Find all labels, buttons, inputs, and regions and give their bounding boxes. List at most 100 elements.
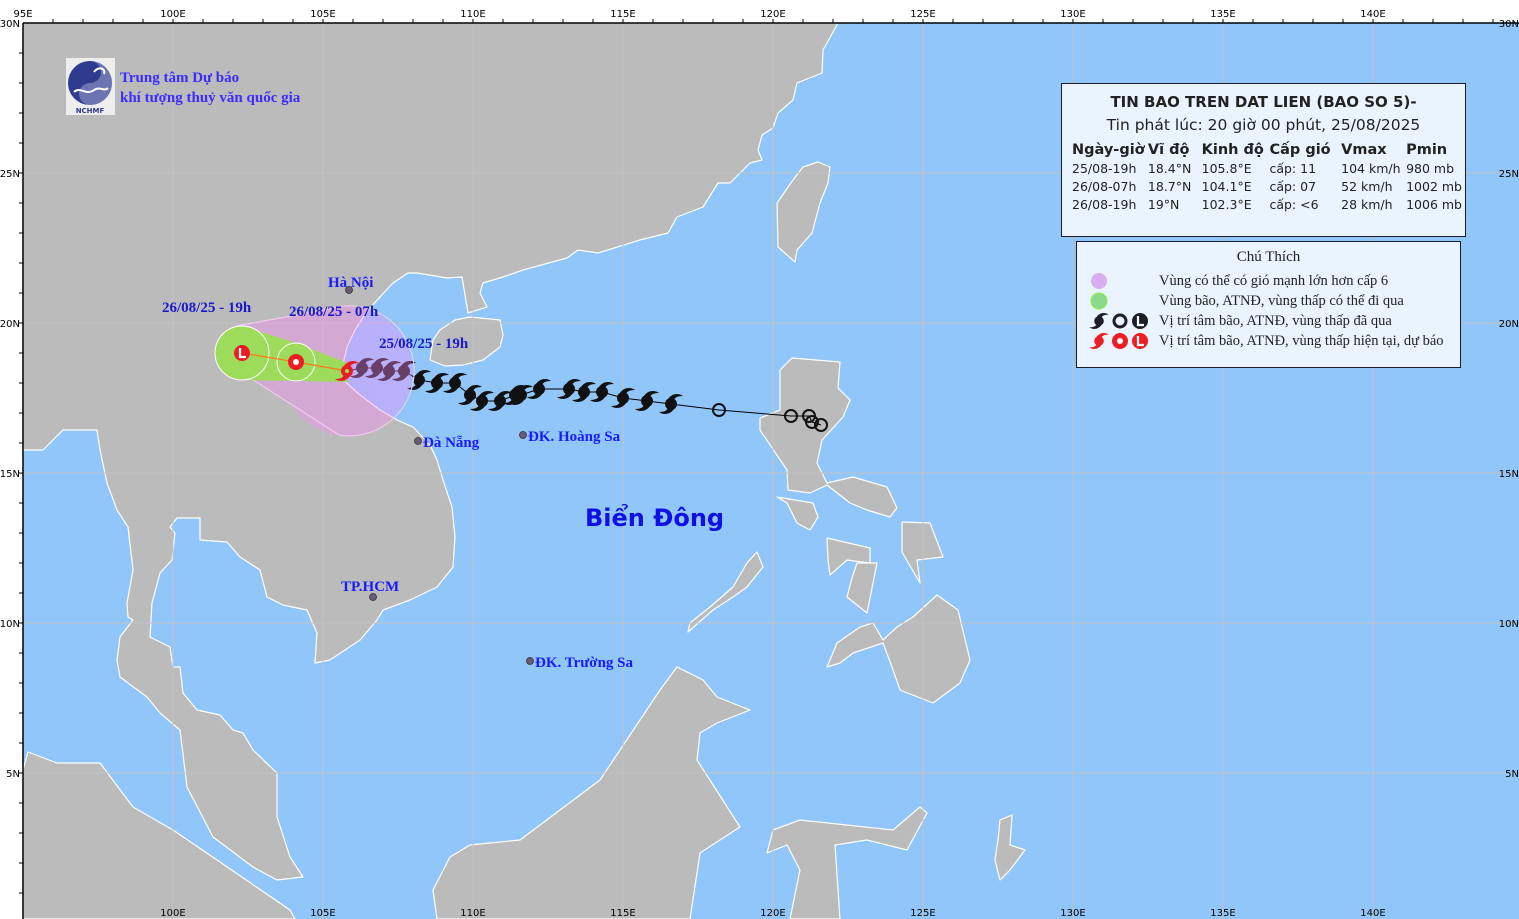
place-hcm: TP.HCM bbox=[341, 579, 399, 601]
lat-label-left: 25N bbox=[0, 169, 20, 180]
legend-item-cone: Vùng có thể có gió mạnh lớn hơn cấp 6 bbox=[1089, 271, 1388, 291]
lat-label-right: 20N bbox=[1499, 319, 1519, 330]
storm-info-box: TIN BAO TREN DAT LIEN (BAO SO 5)- Tin ph… bbox=[1061, 83, 1466, 237]
lat-label-left: 30N bbox=[0, 19, 20, 30]
lon-label-bottom: 105E bbox=[310, 908, 335, 919]
cell: cấp: <6 bbox=[1269, 197, 1319, 212]
land-palawan bbox=[687, 551, 764, 633]
cone-outline bbox=[235, 305, 415, 437]
header-lat: Vĩ độ bbox=[1147, 142, 1190, 158]
lon-label-top: 135E bbox=[1210, 9, 1235, 20]
cell: cấp: 11 bbox=[1269, 161, 1317, 176]
time-label-current: 25/08/25 - 19h bbox=[379, 336, 469, 352]
forecast-table: Ngày-giờ Vĩ độ Kinh độ Cấp gió Vmax Pmin… bbox=[1072, 142, 1465, 215]
forecast-symbols-icon bbox=[1089, 333, 1148, 349]
lon-label-top: 140E bbox=[1360, 9, 1385, 20]
land-borneo bbox=[432, 666, 751, 919]
lon-label-bottom: 110E bbox=[460, 908, 485, 919]
lon-label-top: 115E bbox=[610, 9, 635, 20]
typhoon-icon bbox=[1089, 333, 1109, 349]
past-depression-marker bbox=[712, 403, 726, 417]
table-row: 26/08-19h 19°N 102.3°E cấp: <6 28 km/h 1006 m… bbox=[1072, 197, 1465, 215]
past-depression-marker bbox=[805, 415, 819, 429]
place-label: ĐK. Trường Sa bbox=[535, 655, 634, 671]
legend-item-storm-area: Vùng bão, ATNĐ, vùng thấp có thể đi qua bbox=[1089, 291, 1404, 311]
info-issued-time: Tin phát lúc: 20 giờ 00 phút, 25/08/2025 bbox=[1106, 116, 1421, 134]
lat-label-left: 10N bbox=[0, 619, 20, 630]
lon-label-top: 130E bbox=[1060, 9, 1085, 20]
cell: 25/08-19h bbox=[1072, 161, 1137, 176]
legend-label: Vùng bão, ATNĐ, vùng thấp có thể đi qua bbox=[1159, 292, 1404, 309]
header-lon: Kinh độ bbox=[1201, 142, 1264, 158]
land-hainan bbox=[429, 316, 504, 367]
lat-label-right: 10N bbox=[1499, 619, 1519, 630]
time-label-f12: 26/08/25 - 07h bbox=[289, 304, 379, 320]
table-row: 26/08-07h 18.7°N 104.1°E cấp: 07 52 km/h 1002… bbox=[1072, 179, 1465, 197]
low-icon bbox=[1132, 313, 1148, 329]
place-label: TP.HCM bbox=[341, 579, 399, 595]
place-truongsa: ĐK. Trường Sa bbox=[526, 655, 634, 671]
lon-label-bottom: 130E bbox=[1060, 908, 1085, 919]
purple-circle-icon bbox=[1091, 273, 1107, 289]
header-pmin: Pmin bbox=[1406, 142, 1448, 158]
lat-label-left: 5N bbox=[6, 769, 20, 780]
lat-label-right: 25N bbox=[1499, 169, 1519, 180]
storm-track bbox=[346, 358, 828, 432]
land-mindanao bbox=[826, 594, 971, 704]
table-row: 25/08-19h 18.4°N 105.8°E cấp: 11 104 km/h 980… bbox=[1072, 161, 1465, 179]
land-taiwan bbox=[776, 161, 831, 263]
lat-label-left: 15N bbox=[0, 469, 20, 480]
header-vmax: Vmax bbox=[1341, 142, 1387, 158]
lat-label-right: 15N bbox=[1499, 469, 1519, 480]
lon-label-bottom: 100E bbox=[160, 908, 185, 919]
storm-area bbox=[214, 325, 347, 382]
cell: 104.1°E bbox=[1201, 179, 1252, 194]
land-mindoro bbox=[776, 496, 819, 531]
current-center-dot bbox=[345, 369, 349, 373]
cell: 19°N bbox=[1147, 197, 1180, 212]
place-hoangsa: ĐK. Hoàng Sa bbox=[519, 429, 621, 445]
table-header: Ngày-giờ Vĩ độ Kinh độ Cấp gió Vmax Pmin bbox=[1072, 142, 1465, 161]
green-circle-icon bbox=[1090, 292, 1108, 310]
cell: 980 mb bbox=[1406, 161, 1455, 176]
place-label: Hà Nội bbox=[328, 275, 373, 291]
lon-label-top: 95E bbox=[13, 9, 32, 20]
land-halmahera bbox=[994, 814, 1026, 881]
forecast-layer bbox=[234, 345, 359, 381]
depression-icon bbox=[1112, 313, 1128, 329]
typhoon-icon bbox=[1089, 313, 1109, 329]
land-sulawesi bbox=[766, 806, 928, 919]
lat-label-right: 30N bbox=[1499, 19, 1519, 30]
cell: 104 km/h bbox=[1341, 161, 1401, 176]
cell: 28 km/h bbox=[1341, 197, 1393, 212]
legend-title: Chú Thích bbox=[1236, 249, 1301, 265]
lon-label-bottom: 135E bbox=[1210, 908, 1235, 919]
lon-label-top: 100E bbox=[160, 9, 185, 20]
axis-frame: 95E 100E 100E 105E 105E 110E 110E 115E 115E 120E 1… bbox=[0, 9, 1519, 919]
cell: 18.4°N bbox=[1147, 161, 1192, 176]
info-title: TIN BAO TREN DAT LIEN (BAO SO 5)- bbox=[1110, 93, 1417, 111]
land-panay bbox=[826, 537, 871, 576]
place-danang: Đà Nẵng bbox=[414, 435, 480, 451]
org-name-line2: khí tượng thuỷ văn quốc gia bbox=[120, 90, 301, 106]
lon-label-bottom: 120E bbox=[760, 908, 785, 919]
cell: 102.3°E bbox=[1201, 197, 1252, 212]
logo-text: NCHMF bbox=[76, 107, 105, 115]
forecast-depression-center bbox=[293, 359, 299, 365]
land-negros-cebu bbox=[846, 562, 878, 614]
cell: cấp: 07 bbox=[1269, 179, 1317, 194]
cell: 1006 mb bbox=[1406, 197, 1462, 212]
place-label: Đà Nẵng bbox=[423, 435, 480, 451]
lon-label-top: 110E bbox=[460, 9, 485, 20]
lat-label-right: 5N bbox=[1505, 769, 1519, 780]
legend-label: Vị trí tâm bão, ATNĐ, vùng thấp đã qua bbox=[1159, 312, 1392, 329]
header-datetime: Ngày-giờ bbox=[1072, 142, 1145, 158]
legend-item-past: Vị trí tâm bão, ATNĐ, vùng thấp đã qua bbox=[1089, 311, 1392, 331]
legend-label: Vị trí tâm bão, ATNĐ, vùng thấp hiện tại… bbox=[1159, 332, 1444, 349]
past-depression-marker bbox=[814, 418, 828, 432]
past-symbols-icon bbox=[1089, 313, 1148, 329]
depression-icon bbox=[1112, 333, 1128, 349]
lon-label-bottom: 125E bbox=[910, 908, 935, 919]
lon-label-top: 125E bbox=[910, 9, 935, 20]
lat-label-left: 20N bbox=[0, 319, 20, 330]
